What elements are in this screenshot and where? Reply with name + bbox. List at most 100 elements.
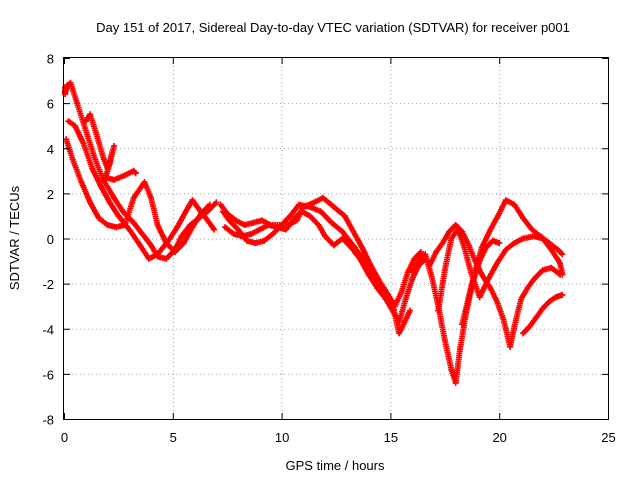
data-point [546, 298, 553, 305]
data-point [121, 172, 128, 179]
data-point [439, 240, 446, 247]
data-point [389, 300, 396, 307]
series-track-1 [63, 79, 220, 262]
y-tick-label: 0 [47, 232, 54, 247]
data-point [87, 111, 94, 118]
data-point [261, 237, 268, 244]
data-point [511, 201, 518, 208]
series-track-4 [82, 111, 139, 183]
data-point [178, 233, 185, 240]
data-point [63, 136, 70, 143]
data-point [141, 179, 148, 186]
data-point [409, 269, 416, 276]
grid [64, 58, 608, 419]
data-point [111, 194, 118, 201]
data-point [106, 199, 113, 206]
data-point [478, 271, 485, 278]
data-point [559, 251, 566, 258]
data-point [459, 321, 466, 328]
y-axis-label: SDTVAR / TECUs [7, 185, 22, 290]
data-point [485, 276, 492, 283]
data-point [252, 240, 259, 247]
data-point [241, 221, 248, 228]
data-point [435, 307, 442, 314]
data-point [328, 219, 335, 226]
data-point [113, 224, 120, 231]
data-point [500, 316, 507, 323]
data-point [409, 276, 416, 283]
data-point [452, 379, 459, 386]
data-point [520, 235, 527, 242]
data-point [494, 260, 501, 267]
x-tick-label: 25 [601, 430, 615, 445]
data-point [548, 264, 555, 271]
data-point [139, 230, 146, 237]
data-point [163, 255, 170, 262]
data-point [428, 273, 435, 280]
data-point [511, 240, 518, 247]
data-point [559, 291, 566, 298]
data-point [250, 219, 257, 226]
data-point [189, 224, 196, 231]
data-point [559, 271, 566, 278]
data-point [496, 240, 503, 247]
data-point [154, 251, 161, 258]
data-point [269, 230, 276, 237]
data-point [433, 249, 440, 256]
data-point [91, 154, 98, 161]
data-point [298, 208, 305, 215]
data-point [137, 242, 144, 249]
data-point [154, 221, 161, 228]
data-point [259, 217, 266, 224]
data-point [348, 240, 355, 247]
data-point [537, 233, 544, 240]
data-point [446, 228, 453, 235]
data-point [380, 287, 387, 294]
data-point [517, 296, 524, 303]
data-point [520, 215, 527, 222]
data-point [363, 262, 370, 269]
y-tick-label: -2 [42, 277, 54, 292]
axis-ticks: 0 5 10 15 20 25 -8 -6 -4 -2 0 2 4 6 8 [42, 52, 615, 446]
series-track-11 [459, 197, 566, 328]
data-point [71, 122, 78, 129]
data-point [398, 289, 405, 296]
data-point [528, 226, 535, 233]
data-point [65, 118, 72, 125]
data-point [441, 267, 448, 274]
series-track-7 [219, 201, 413, 337]
data-point [195, 206, 202, 213]
y-tick-label: -6 [42, 367, 54, 382]
data-point [222, 224, 229, 231]
y-tick-label: -8 [42, 413, 54, 428]
data-point [311, 199, 318, 206]
data-point [265, 221, 272, 228]
data-point [426, 262, 433, 269]
y-tick-label: 6 [47, 97, 54, 112]
data-point [341, 212, 348, 219]
data-point [520, 330, 527, 337]
x-tick-label: 10 [275, 430, 289, 445]
data-point [148, 242, 155, 249]
data-point [319, 194, 326, 201]
y-tick-label: 2 [47, 187, 54, 202]
data-point [487, 226, 494, 233]
data-point [211, 226, 218, 233]
series-track-6 [222, 208, 429, 325]
data-point [465, 294, 472, 301]
plot-frame [63, 57, 609, 420]
data-point [126, 226, 133, 233]
data-point [97, 183, 104, 190]
data-point [130, 219, 137, 226]
data-point [400, 321, 407, 328]
data-point [100, 154, 107, 161]
x-tick-label: 15 [384, 430, 398, 445]
data-point [315, 221, 322, 228]
data-point [539, 267, 546, 274]
data-point [115, 212, 122, 219]
data-point [67, 79, 74, 86]
data-point [476, 294, 483, 301]
series-track-12 [520, 291, 566, 337]
chart-title: Day 151 of 2017, Sidereal Day-to-day VTE… [96, 20, 570, 35]
